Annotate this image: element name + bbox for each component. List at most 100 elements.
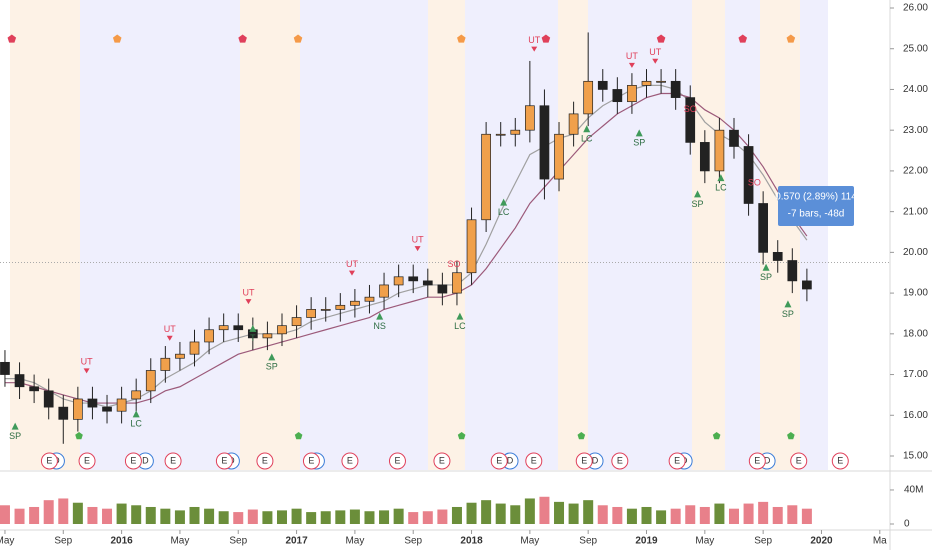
signal-label: UT bbox=[81, 357, 93, 367]
y-tick-label: 23.00 bbox=[903, 125, 928, 136]
event-marker bbox=[294, 432, 303, 440]
candle-body bbox=[350, 300, 360, 306]
volume-bar bbox=[233, 512, 244, 524]
x-tick-label: 2017 bbox=[285, 536, 308, 547]
volume-bar bbox=[379, 510, 390, 524]
candle-body bbox=[87, 398, 98, 408]
volume-bar bbox=[174, 510, 185, 524]
candle-body bbox=[102, 406, 112, 412]
earnings-label: E bbox=[84, 455, 90, 465]
volume-bar bbox=[437, 509, 448, 524]
event-marker bbox=[7, 34, 17, 43]
earnings-label: E bbox=[170, 455, 176, 465]
earnings-marker bbox=[215, 452, 233, 470]
volume-bar bbox=[204, 508, 215, 524]
volume-bar bbox=[612, 506, 623, 524]
sell-arrow bbox=[348, 270, 355, 276]
signal-label: UT bbox=[528, 35, 540, 45]
volume-tick-label: 0 bbox=[904, 519, 910, 530]
event-marker bbox=[541, 34, 551, 43]
candle-body bbox=[43, 390, 54, 408]
dividends-label: D bbox=[764, 455, 771, 465]
x-tick-label: Ma bbox=[873, 536, 887, 547]
x-tick-label: May bbox=[695, 536, 714, 547]
candle-body bbox=[160, 357, 171, 371]
signal-label: NS bbox=[373, 321, 386, 331]
candle-body bbox=[627, 85, 637, 103]
signal-label: SP bbox=[692, 199, 704, 209]
buy-arrow bbox=[500, 198, 508, 206]
sell-arrow bbox=[628, 62, 635, 68]
buy-arrow bbox=[11, 422, 19, 430]
x-tick-label: 2018 bbox=[460, 536, 483, 547]
volume-bar bbox=[14, 508, 25, 524]
y-tick-label: 24.00 bbox=[903, 84, 928, 95]
earnings-label: E bbox=[394, 455, 400, 465]
earnings-marker bbox=[124, 452, 142, 470]
volume-bar bbox=[276, 510, 287, 524]
volume-bar bbox=[131, 505, 142, 524]
candle-body bbox=[452, 272, 462, 294]
y-tick-label: 19.00 bbox=[903, 288, 928, 299]
earnings-marker bbox=[388, 452, 406, 470]
x-tick-label: Sep bbox=[54, 536, 72, 547]
event-marker bbox=[238, 34, 247, 43]
candle-body bbox=[641, 80, 652, 86]
volume-bar bbox=[685, 505, 696, 524]
candle-body bbox=[583, 80, 594, 115]
candle-body bbox=[145, 370, 156, 392]
dividends-label: D bbox=[507, 455, 514, 465]
signal-label: UT bbox=[346, 259, 358, 269]
earnings-label: E bbox=[221, 455, 227, 465]
buy-arrow bbox=[268, 353, 276, 361]
earnings-marker bbox=[302, 452, 320, 470]
buy-arrow bbox=[694, 190, 702, 198]
signal-label: SP bbox=[782, 309, 794, 319]
candle-body bbox=[699, 142, 710, 172]
sell-arrow bbox=[245, 299, 252, 305]
volume-bar bbox=[758, 501, 769, 524]
event-marker bbox=[293, 34, 303, 43]
volume-bar bbox=[116, 503, 127, 524]
y-tick-label: 15.00 bbox=[903, 451, 928, 462]
candle-body bbox=[670, 80, 681, 98]
earnings-marker bbox=[668, 452, 686, 470]
candle-body bbox=[568, 113, 579, 135]
event-marker bbox=[712, 432, 721, 440]
tooltip: 0.570 (2.89%) 114 -7 bars, -48d bbox=[775, 186, 857, 226]
volume-bar bbox=[58, 498, 69, 524]
event-marker bbox=[577, 432, 586, 440]
signal-label: SP bbox=[760, 272, 772, 282]
buy-arrow bbox=[717, 174, 725, 182]
volume-bar bbox=[787, 505, 798, 524]
x-tick-label: 2016 bbox=[110, 536, 133, 547]
y-tick-label: 20.00 bbox=[903, 247, 928, 258]
earnings-label: E bbox=[531, 455, 537, 465]
signal-label: LC bbox=[715, 183, 727, 193]
earnings-marker bbox=[341, 452, 359, 470]
volume-bar bbox=[539, 496, 550, 524]
volume-bar bbox=[262, 511, 273, 524]
volume-bar bbox=[0, 505, 10, 524]
earnings-label: E bbox=[754, 455, 760, 465]
signal-label: SO bbox=[684, 104, 697, 114]
volume-bar bbox=[495, 503, 506, 524]
volume-bar bbox=[670, 508, 681, 524]
buy-arrow bbox=[376, 312, 384, 320]
volume-bar bbox=[393, 508, 404, 524]
volume-bar bbox=[597, 505, 608, 524]
signal-label: UT bbox=[626, 51, 638, 61]
volume-bar bbox=[320, 511, 331, 524]
candle-body bbox=[291, 317, 302, 327]
earnings-label: E bbox=[439, 455, 445, 465]
buy-arrow bbox=[635, 129, 643, 137]
signal-label: UT bbox=[242, 287, 254, 297]
signal-label: LC bbox=[581, 134, 593, 144]
candle-body bbox=[408, 276, 419, 282]
volume-bar bbox=[728, 508, 739, 524]
earnings-label: E bbox=[130, 455, 136, 465]
candle-body bbox=[525, 105, 535, 131]
earnings-label: E bbox=[837, 455, 843, 465]
candle-body bbox=[612, 89, 623, 103]
season-bands bbox=[10, 0, 828, 470]
